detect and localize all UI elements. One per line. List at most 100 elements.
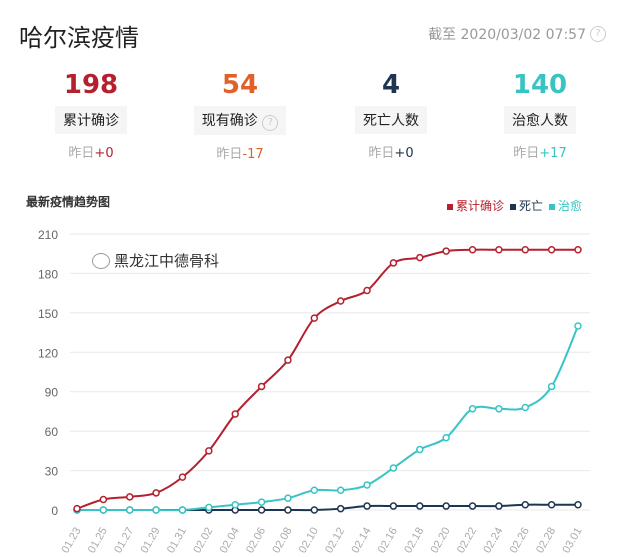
x-tick-label: 02.26 xyxy=(508,526,532,556)
stat-delta: 昨日-17 xyxy=(165,143,315,162)
data-point xyxy=(231,500,239,509)
x-tick-label: 01.23 xyxy=(59,526,83,556)
watermark-text: 黑龙江中德骨科 xyxy=(114,252,220,270)
data-point xyxy=(257,382,266,391)
x-tick-label: 02.12 xyxy=(323,526,347,556)
stat-delta: 昨日+17 xyxy=(465,142,615,161)
data-point xyxy=(547,500,556,509)
stat-value: 4 xyxy=(381,70,401,100)
data-point xyxy=(257,498,266,506)
x-tick-label: 01.25 xyxy=(86,526,110,556)
x-tick-label: 02.22 xyxy=(455,526,479,556)
data-point xyxy=(125,493,134,501)
data-point xyxy=(99,506,108,514)
data-point xyxy=(495,246,503,254)
data-point xyxy=(363,502,371,510)
delta-value: +0 xyxy=(94,146,114,161)
data-point xyxy=(495,502,503,510)
legend-swatch xyxy=(509,203,516,210)
stat-value: 140 xyxy=(512,70,568,100)
stat-label-text: 累计确诊 xyxy=(63,113,119,129)
delta-prefix: 昨日 xyxy=(513,146,540,161)
data-point xyxy=(363,481,371,489)
data-point xyxy=(574,246,582,254)
data-point xyxy=(416,445,424,454)
data-point xyxy=(284,494,292,502)
series-line xyxy=(77,325,579,512)
x-tick-label: 01.29 xyxy=(139,526,163,556)
data-point xyxy=(284,356,292,364)
data-point xyxy=(416,253,424,262)
data-point xyxy=(547,382,556,391)
delta-prefix: 昨日 xyxy=(68,146,95,161)
data-point xyxy=(442,502,450,510)
legend-item[interactable]: 死亡 xyxy=(509,197,543,214)
x-tick-label: 01.27 xyxy=(112,526,136,556)
legend-label: 累计确诊 xyxy=(455,199,504,213)
data-point xyxy=(389,464,398,472)
page-title: 哈尔滨疫情 xyxy=(19,24,139,52)
data-point xyxy=(310,506,319,514)
legend-item[interactable]: 累计确诊 xyxy=(446,197,504,214)
stat-label: 治愈人数 xyxy=(504,106,576,134)
data-point xyxy=(178,473,187,481)
data-point xyxy=(442,433,450,442)
stat-delta: 昨日+0 xyxy=(316,142,466,161)
as-of-text: 截至 2020/03/02 07:57 xyxy=(428,27,586,43)
question-circle-icon[interactable]: ? xyxy=(590,26,606,42)
legend-label: 治愈 xyxy=(557,199,582,213)
x-tick-label: 02.14 xyxy=(349,526,373,556)
stat-label: 死亡人数 xyxy=(355,106,427,134)
x-tick-label: 02.18 xyxy=(402,526,426,556)
data-point xyxy=(521,246,530,254)
data-point xyxy=(468,405,477,413)
data-point xyxy=(310,314,319,322)
legend-item[interactable]: 治愈 xyxy=(548,197,582,214)
stat-value: 198 xyxy=(63,70,119,100)
x-tick-label: 02.28 xyxy=(534,526,558,556)
delta-prefix: 昨日 xyxy=(368,146,395,161)
legend-swatch xyxy=(548,203,555,210)
data-point xyxy=(416,502,424,510)
stat-card: 140 治愈人数 昨日+17 xyxy=(465,68,615,161)
data-point xyxy=(468,246,477,254)
delta-value: -17 xyxy=(242,147,264,162)
x-tick-label: 02.08 xyxy=(270,526,294,556)
x-tick-label: 02.02 xyxy=(191,526,215,556)
data-point xyxy=(152,506,160,514)
data-point xyxy=(521,403,530,412)
y-tick-label: 0 xyxy=(51,504,58,518)
question-circle-icon[interactable]: ? xyxy=(262,115,279,131)
x-tick-label: 02.06 xyxy=(244,526,268,556)
x-tick-label: 02.10 xyxy=(297,526,321,556)
stat-label-text: 现有确诊 xyxy=(201,113,258,129)
delta-value: +17 xyxy=(539,146,567,161)
data-point xyxy=(73,504,81,513)
data-point xyxy=(442,247,450,255)
data-point xyxy=(389,259,398,267)
y-tick-label: 180 xyxy=(38,267,58,281)
chart-legend: 累计确诊 死亡 治愈 xyxy=(446,197,582,214)
watermark: 黑龙江中德骨科 xyxy=(92,250,219,271)
data-point xyxy=(231,410,239,418)
chart-title: 最新疫情趋势图 xyxy=(26,195,111,209)
stat-label: 累计确诊 xyxy=(55,106,127,134)
data-point xyxy=(521,500,530,509)
delta-prefix: 昨日 xyxy=(216,147,243,162)
data-point xyxy=(547,246,556,254)
x-tick-label: 02.20 xyxy=(429,526,453,556)
legend-label: 死亡 xyxy=(518,199,543,213)
data-point xyxy=(99,495,108,504)
data-point xyxy=(363,286,371,295)
y-tick-label: 120 xyxy=(38,346,58,360)
legend-swatch xyxy=(446,203,453,210)
y-tick-label: 210 xyxy=(38,228,58,242)
data-point xyxy=(152,489,160,497)
update-time: 截至 2020/03/02 07:57 ? xyxy=(428,24,606,44)
stat-label-text: 治愈人数 xyxy=(512,113,568,129)
data-point xyxy=(574,500,582,509)
stat-label: 现有确诊 ? xyxy=(193,106,287,135)
data-point xyxy=(178,506,187,514)
x-tick-label: 02.24 xyxy=(481,526,505,556)
